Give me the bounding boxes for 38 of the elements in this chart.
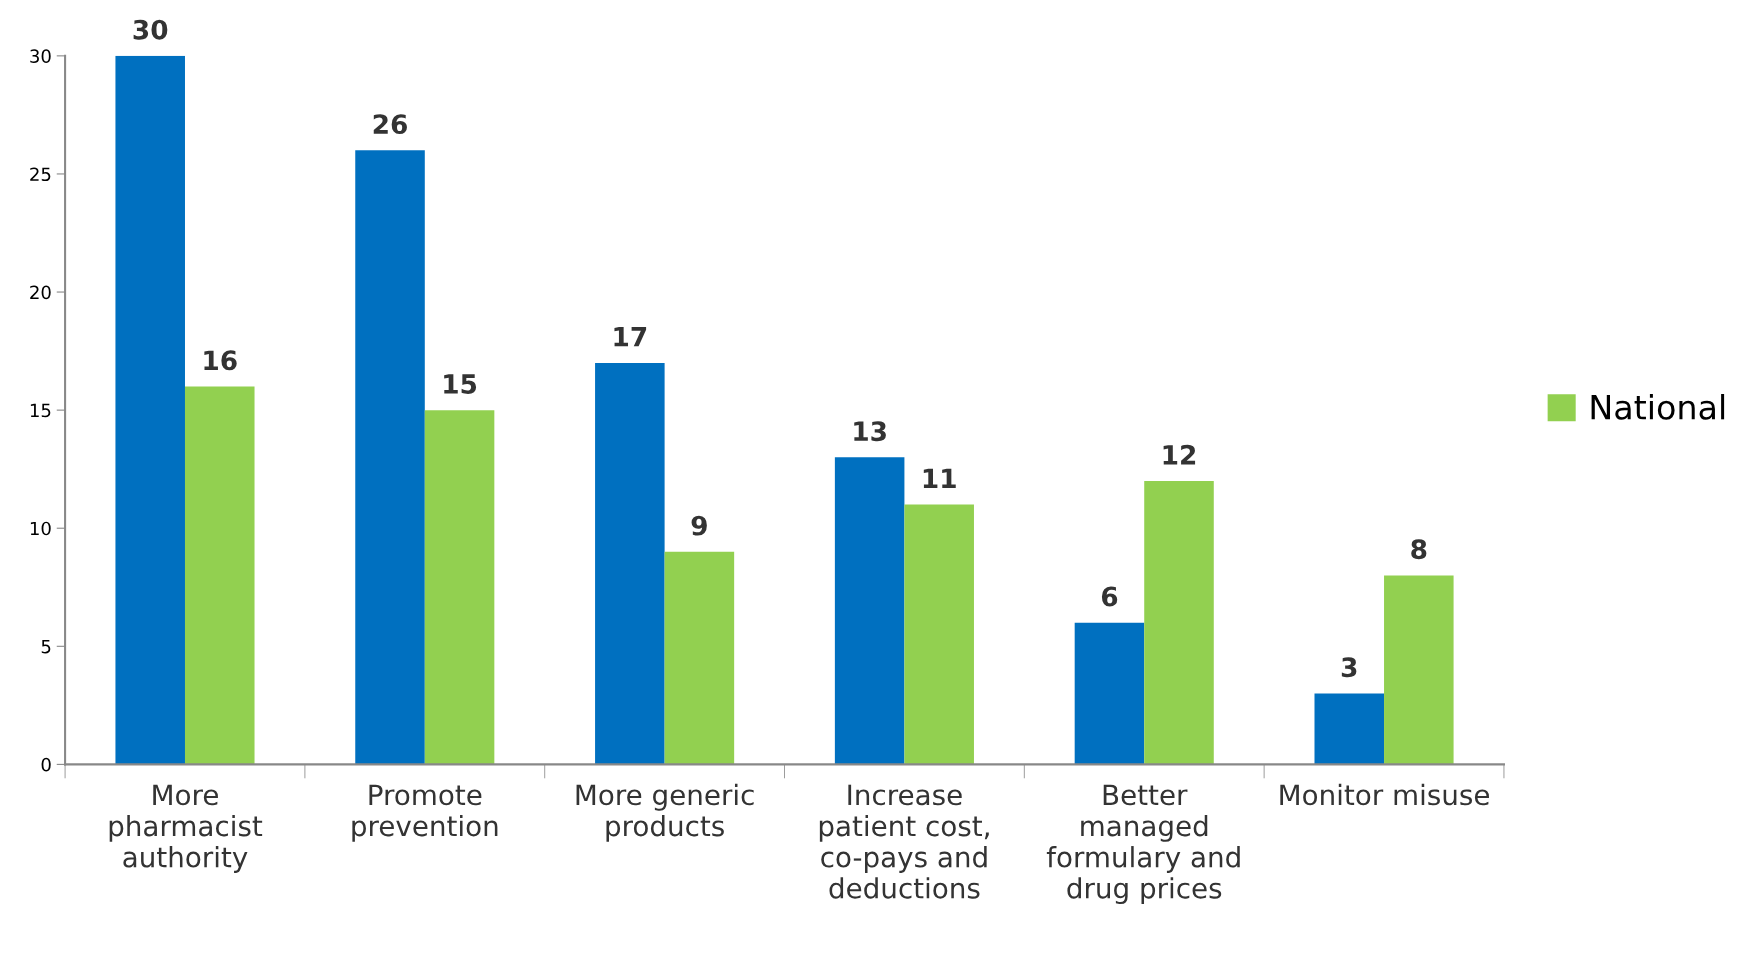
- data-label: 11: [923, 468, 956, 488]
- y-tick-label: 5: [41, 640, 51, 654]
- x-tick-label: Promote prevention: [352, 784, 498, 842]
- data-label: 16: [204, 350, 237, 371]
- data-label: 9: [691, 515, 707, 536]
- bar: [1384, 575, 1454, 765]
- bar: [1144, 480, 1214, 765]
- x-tick-label: More generic products: [576, 783, 754, 842]
- bar: [184, 386, 255, 765]
- bar: [1314, 693, 1385, 765]
- bar: [595, 362, 665, 765]
- y-tick-label: 15: [30, 403, 51, 418]
- y-tick-label: 10: [30, 521, 51, 536]
- y-tick-label: 20: [30, 285, 51, 300]
- y-tick-label: 25: [30, 167, 51, 182]
- data-label: 13: [854, 421, 886, 442]
- x-tick-label: More pharmacist authority: [109, 784, 263, 873]
- bar: [115, 55, 185, 765]
- bar: [904, 504, 974, 765]
- legend-label: National: [1591, 394, 1725, 420]
- data-label: 30: [133, 19, 168, 40]
- data-label: 6: [1101, 586, 1118, 607]
- bar: [1074, 622, 1145, 765]
- y-tick-label: 0: [41, 757, 51, 772]
- bar: [424, 410, 495, 765]
- data-label: 8: [1411, 539, 1427, 560]
- x-tick-label: Better managed formulary and drug prices: [1046, 784, 1240, 905]
- data-label: 12: [1163, 444, 1196, 465]
- y-tick-label: 30: [30, 49, 51, 63]
- bar: [664, 551, 735, 765]
- bar: [355, 150, 425, 765]
- data-label: 3: [1341, 657, 1357, 678]
- data-label: 15: [444, 374, 477, 394]
- data-label: 17: [614, 327, 647, 347]
- data-label: 26: [373, 114, 407, 135]
- x-tick-label: Increase patient cost, co-pays and deductions: [819, 784, 989, 899]
- x-tick-label: Monitor misuse: [1280, 783, 1489, 806]
- bar: [834, 457, 905, 765]
